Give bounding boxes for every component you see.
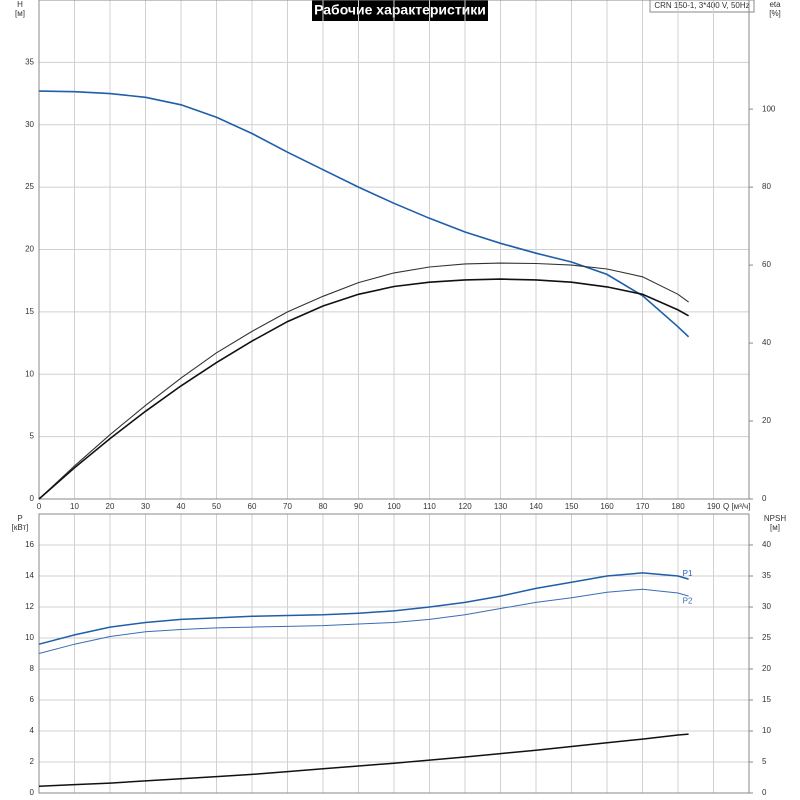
y-axis-label: P — [17, 514, 22, 523]
subtitle-box — [649, 0, 755, 13]
title-box — [312, 0, 488, 21]
y-tick-label: 5 — [30, 432, 35, 441]
x-tick-label: 90 — [354, 502, 363, 511]
y-tick-label: 2 — [30, 757, 35, 766]
y2-axis-label: NPSH — [764, 514, 786, 523]
y-tick-label: 16 — [25, 540, 34, 549]
series-line — [38, 262, 689, 500]
y-tick-label: 4 — [30, 726, 35, 735]
y2-tick-label: 0 — [762, 494, 767, 503]
y-tick-label: 10 — [25, 633, 34, 642]
chart-subtitle: CRN 150-1, 3*400 V, 50Hz — [654, 1, 749, 10]
x-tick-label: 140 — [529, 502, 543, 511]
x-tick-label: 80 — [319, 502, 328, 511]
x-tick-label: 40 — [177, 502, 186, 511]
x-tick-label: 120 — [458, 502, 472, 511]
x-tick-label: 60 — [248, 502, 257, 511]
y2-tick-label: 40 — [762, 540, 771, 549]
x-tick-label: 100 — [387, 502, 401, 511]
x-tick-label: 0 — [37, 502, 42, 511]
y2-axis-unit: [%] — [769, 9, 781, 18]
x-tick-label: 160 — [600, 502, 614, 511]
series-line — [38, 588, 689, 654]
x-tick-label: 150 — [565, 502, 579, 511]
y2-tick-label: 25 — [762, 633, 771, 642]
y2-tick-label: 10 — [762, 726, 771, 735]
x-tick-label: 10 — [70, 502, 79, 511]
y2-axis-label: eta — [769, 0, 781, 9]
y2-tick-label: 0 — [762, 788, 767, 797]
chart-title: Рабочие характеристики — [314, 2, 486, 18]
y-tick-label: 0 — [30, 494, 35, 503]
y2-tick-label: 5 — [762, 757, 767, 766]
x-tick-label: 70 — [283, 502, 292, 511]
series-label: P2 — [683, 596, 693, 605]
y2-tick-label: 30 — [762, 602, 771, 611]
y-tick-label: 35 — [25, 57, 34, 66]
plot-frame — [38, 0, 750, 500]
series-line — [38, 90, 690, 338]
y2-tick-label: 60 — [762, 260, 771, 269]
y2-tick-label: 15 — [762, 695, 771, 704]
series-line — [38, 278, 689, 500]
x-tick-label: 170 — [636, 502, 650, 511]
x-tick-label: 20 — [106, 502, 115, 511]
series-line — [38, 572, 689, 645]
y-tick-label: 8 — [30, 664, 35, 673]
y2-tick-label: 40 — [762, 338, 771, 347]
y-tick-label: 14 — [25, 571, 34, 580]
x-tick-label: 50 — [212, 502, 221, 511]
y-axis-unit: [м] — [15, 9, 25, 18]
y2-tick-label: 80 — [762, 182, 771, 191]
y2-tick-label: 20 — [762, 416, 771, 425]
y-tick-label: 20 — [25, 245, 34, 254]
x-axis-label: Q [м³/ч] — [723, 502, 750, 511]
x-tick-label: 130 — [494, 502, 508, 511]
y2-tick-label: 100 — [762, 104, 776, 113]
y-tick-label: 12 — [25, 602, 34, 611]
series-label: P1 — [683, 569, 693, 578]
x-tick-label: 180 — [671, 502, 685, 511]
y-tick-label: 15 — [25, 307, 34, 316]
y2-axis-unit: [м] — [770, 523, 780, 532]
y-axis-label: H — [17, 0, 23, 9]
x-tick-label: 110 — [423, 502, 436, 511]
y-tick-label: 6 — [30, 695, 35, 704]
x-tick-label: 190 — [707, 502, 721, 511]
y-axis-unit: [кВт] — [12, 523, 29, 532]
y2-tick-label: 35 — [762, 571, 771, 580]
y-tick-label: 25 — [25, 182, 34, 191]
y-tick-label: 0 — [30, 788, 35, 797]
x-tick-label: 30 — [141, 502, 150, 511]
y2-tick-label: 20 — [762, 664, 771, 673]
y-tick-label: 10 — [25, 369, 34, 378]
y-tick-label: 30 — [25, 120, 34, 129]
series-line — [38, 733, 689, 787]
